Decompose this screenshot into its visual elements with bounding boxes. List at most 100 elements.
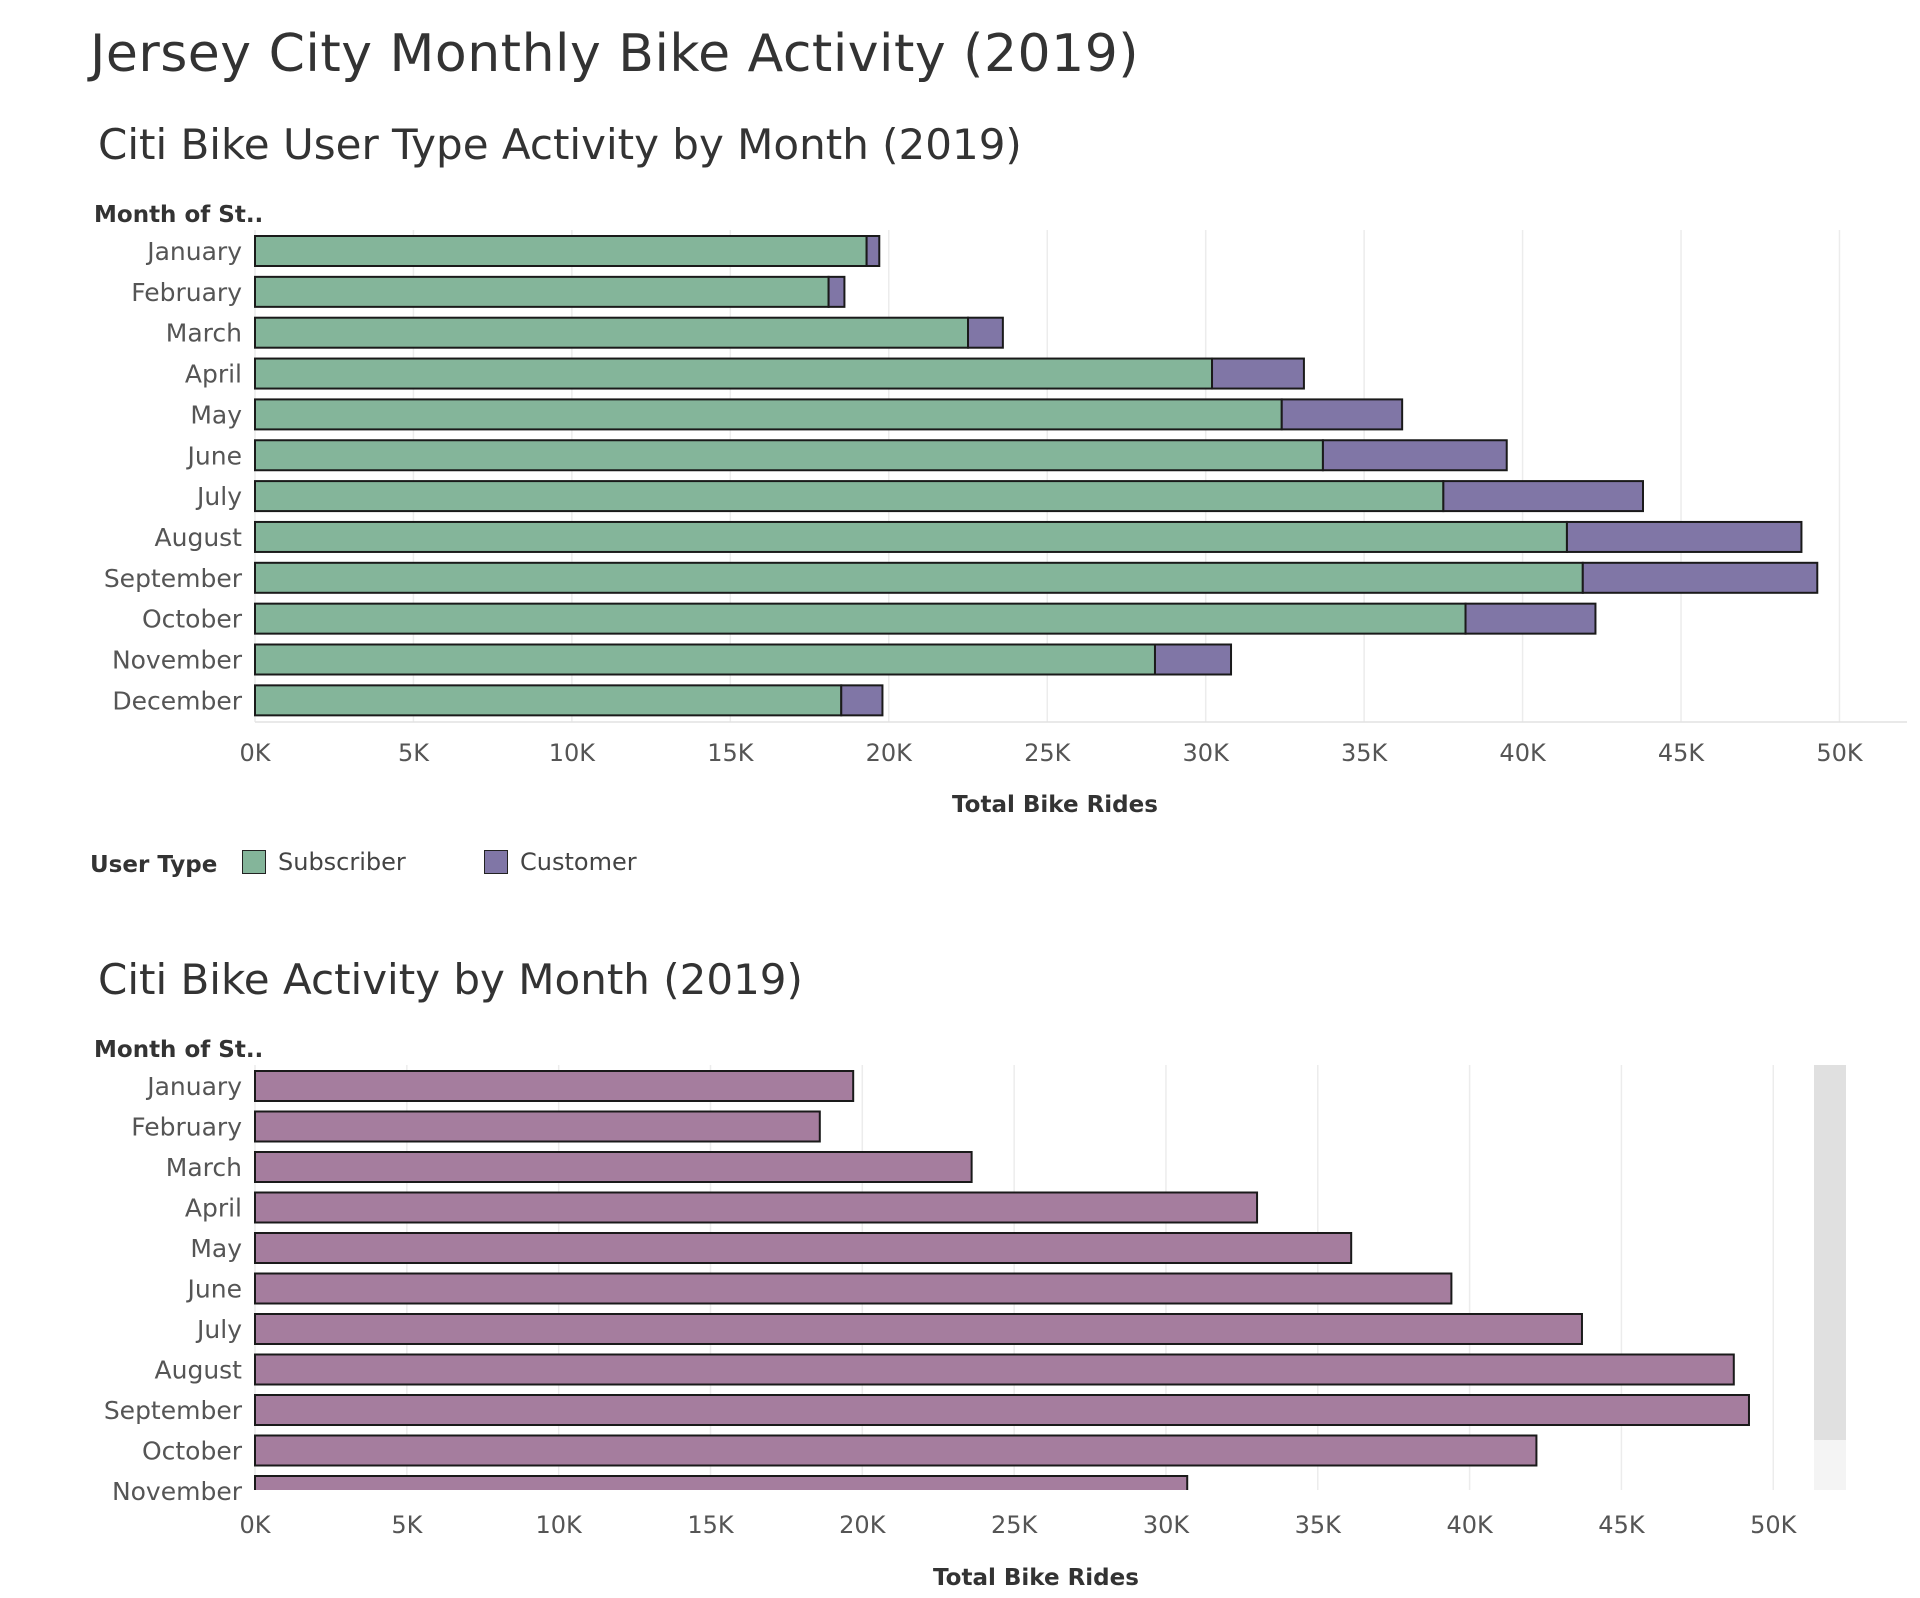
category-label-june: June: [186, 1275, 242, 1304]
bar-november-customer[interactable]: [1153, 643, 1233, 676]
bar-april-customer[interactable]: [1211, 357, 1305, 390]
legend-label-customer: Customer: [520, 848, 637, 876]
x-tick-label: 40K: [1446, 1511, 1494, 1539]
x-tick-label: 0K: [239, 739, 271, 767]
category-label-november: November: [112, 646, 243, 675]
scrollbar-thumb[interactable]: [1814, 1065, 1846, 1440]
category-label-november: November: [112, 1477, 243, 1506]
x-tick-label: 40K: [1499, 739, 1547, 767]
axis-header-label: Month of St..: [94, 202, 263, 228]
x-axis-title: Total Bike Rides: [952, 792, 1158, 818]
user-type-bar-chart: Month of St.. January February March April Ma…: [94, 202, 1907, 818]
category-label-april: April: [185, 1194, 242, 1223]
bar-june-subscriber[interactable]: [254, 439, 1324, 472]
category-label-march: March: [166, 319, 242, 348]
bar-may-customer[interactable]: [1280, 398, 1404, 431]
category-label-august: August: [155, 1356, 243, 1385]
category-label-march: March: [166, 1153, 242, 1182]
bar-november[interactable]: [254, 1475, 1189, 1506]
category-label-april: April: [185, 360, 242, 389]
chart-title-activity: Citi Bike Activity by Month (2019): [98, 955, 803, 1004]
bar-february[interactable]: [254, 1110, 821, 1143]
x-tick-label: 15K: [707, 739, 755, 767]
bars-group: [254, 1070, 1750, 1506]
bar-april[interactable]: [254, 1191, 1259, 1224]
bar-january[interactable]: [254, 1070, 855, 1102]
category-label-october: October: [142, 1437, 243, 1466]
bar-july-customer[interactable]: [1442, 480, 1644, 513]
bar-july-subscriber[interactable]: [254, 480, 1445, 513]
bar-may-subscriber[interactable]: [254, 398, 1283, 431]
x-tick-label: 25K: [991, 1511, 1039, 1539]
bar-august-subscriber[interactable]: [254, 520, 1568, 553]
dashboard-title: Jersey City Monthly Bike Activity (2019): [90, 24, 1140, 84]
x-tick-label: 20K: [866, 739, 914, 767]
x-tick-label: 10K: [549, 739, 597, 767]
bar-october[interactable]: [254, 1434, 1538, 1467]
bar-february-subscriber[interactable]: [254, 275, 830, 308]
x-tick-label: 15K: [687, 1511, 735, 1539]
legend-label-subscriber: Subscriber: [278, 848, 406, 876]
bar-november-subscriber[interactable]: [254, 643, 1156, 676]
bar-april-subscriber[interactable]: [254, 357, 1214, 390]
bar-august-customer[interactable]: [1565, 520, 1803, 553]
bar-january-customer[interactable]: [865, 235, 881, 267]
category-label-december: December: [112, 686, 242, 715]
bar-august[interactable]: [254, 1353, 1735, 1386]
legend-swatch-subscriber: [242, 850, 266, 874]
x-tick-label: 0K: [239, 1511, 271, 1539]
category-label-august: August: [155, 523, 243, 552]
bar-september-subscriber[interactable]: [254, 561, 1584, 594]
x-tick-label: 35K: [1295, 1511, 1343, 1539]
bar-july[interactable]: [254, 1313, 1583, 1345]
category-label-may: May: [190, 1234, 242, 1263]
bar-march-subscriber[interactable]: [254, 316, 970, 349]
bar-october-customer[interactable]: [1464, 602, 1597, 635]
category-label-january: January: [145, 1072, 242, 1101]
bar-may[interactable]: [254, 1232, 1353, 1264]
bar-january-subscriber[interactable]: [254, 235, 868, 267]
legend-swatch-customer: [484, 850, 508, 874]
x-tick-label: 30K: [1143, 1511, 1191, 1539]
bar-september-customer[interactable]: [1581, 561, 1819, 594]
x-tick-label: 45K: [1658, 739, 1706, 767]
x-tick-label: 20K: [839, 1511, 887, 1539]
bar-december-customer[interactable]: [840, 684, 884, 717]
x-tick-label: 50K: [1750, 1511, 1798, 1539]
bar-february-customer[interactable]: [827, 275, 846, 308]
bar-december-subscriber[interactable]: [254, 684, 843, 717]
category-label-january: January: [145, 237, 242, 266]
category-label-february: February: [131, 1113, 242, 1142]
x-tick-label: 10K: [536, 1511, 584, 1539]
bar-june[interactable]: [254, 1272, 1453, 1305]
chart-scrollbar[interactable]: [1814, 1065, 1846, 1490]
x-tick-label: 25K: [1024, 739, 1072, 767]
category-label-june: June: [186, 441, 242, 470]
axis-header-label: Month of St..: [94, 1037, 263, 1063]
category-label-may: May: [190, 400, 242, 429]
category-label-july: July: [195, 1315, 242, 1344]
x-tick-label: 50K: [1816, 739, 1864, 767]
x-tick-label: 30K: [1183, 739, 1231, 767]
category-label-september: September: [104, 564, 243, 593]
bar-september[interactable]: [254, 1394, 1750, 1426]
category-label-october: October: [142, 605, 243, 634]
x-tick-label: 35K: [1341, 739, 1389, 767]
category-label-september: September: [104, 1396, 243, 1425]
x-axis-title: Total Bike Rides: [933, 1565, 1139, 1591]
bar-march[interactable]: [254, 1151, 973, 1183]
legend-item-customer[interactable]: Customer: [484, 848, 637, 876]
x-tick-label: 5K: [391, 1511, 423, 1539]
category-label-february: February: [131, 278, 242, 307]
bars-group: [254, 235, 1819, 717]
bar-march-customer[interactable]: [967, 316, 1004, 349]
x-tick-label: 45K: [1598, 1511, 1646, 1539]
bar-june-customer[interactable]: [1321, 439, 1508, 472]
bar-october-subscriber[interactable]: [254, 602, 1467, 635]
x-tick-label: 5K: [398, 739, 430, 767]
chart-title-user-type: Citi Bike User Type Activity by Month (2…: [98, 120, 1022, 169]
category-label-july: July: [195, 482, 242, 511]
legend-item-subscriber[interactable]: Subscriber: [242, 848, 406, 876]
legend-title: User Type: [90, 852, 218, 878]
activity-bar-chart: Month of St.. January February March April Ma…: [94, 1037, 1798, 1591]
